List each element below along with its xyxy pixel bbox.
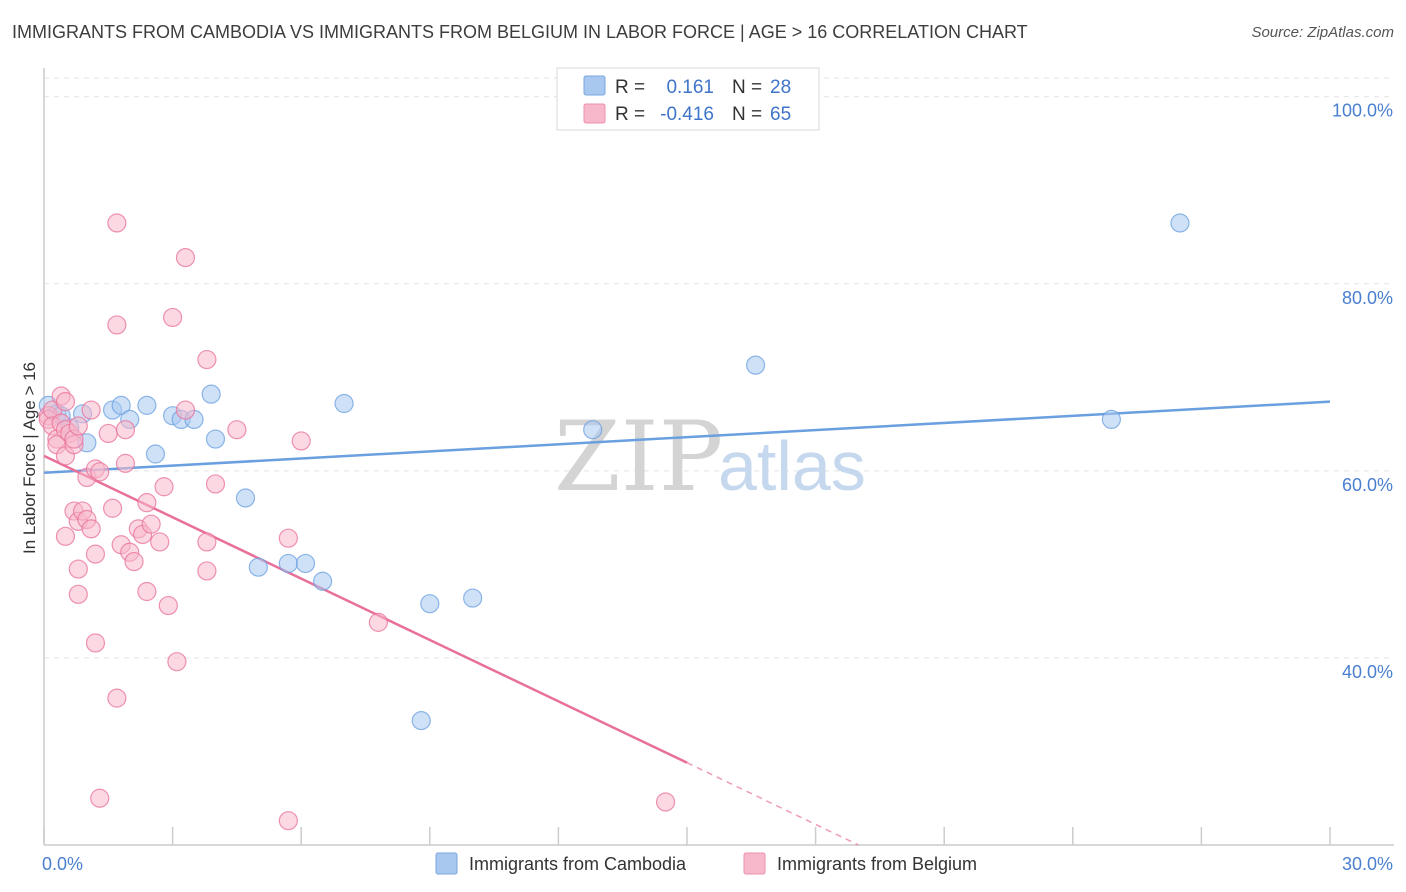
trend-line-extension-belgium [686, 762, 859, 846]
data-point-cambodia [235, 488, 256, 508]
data-point-cambodia [745, 355, 766, 375]
data-point-belgium [197, 349, 217, 370]
data-point-cambodia [137, 395, 157, 415]
data-point-cambodia [411, 710, 431, 731]
data-point-cambodia [145, 444, 166, 464]
data-point-belgium [107, 315, 127, 335]
source-label: Source: ZipAtlas.com [1251, 24, 1394, 41]
data-point-belgium [291, 431, 311, 451]
chart-title: IMMIGRANTS FROM CAMBODIA VS IMMIGRANTS F… [12, 22, 1028, 42]
data-point-belgium [107, 688, 127, 708]
data-point-cambodia [583, 420, 603, 440]
data-point-belgium [167, 652, 187, 672]
data-point-belgium [81, 400, 101, 420]
data-point-belgium [368, 612, 388, 632]
legend-r-label-cambodia: R = [615, 77, 645, 98]
legend-n-label-cambodia: N = [732, 77, 762, 98]
watermark: ZIP atlas [554, 401, 866, 513]
y-tick-label: 60.0% [1342, 475, 1393, 495]
data-point-cambodia [334, 393, 354, 414]
y-tick-label: 80.0% [1342, 288, 1393, 308]
data-point-cambodia [278, 553, 298, 574]
data-point-belgium [197, 532, 217, 552]
data-point-belgium [81, 519, 101, 539]
bottom-legend-label-belgium: Immigrants from Belgium [777, 854, 977, 874]
data-point-cambodia [205, 429, 226, 449]
data-point-belgium [124, 551, 144, 572]
data-point-belgium [68, 416, 88, 436]
data-point-cambodia [295, 553, 316, 574]
data-point-cambodia [313, 571, 333, 591]
legend-n-value-cambodia: 28 [770, 77, 791, 98]
data-point-cambodia [1101, 409, 1121, 430]
data-point-belgium [90, 788, 110, 808]
grid-lines [44, 77, 1394, 659]
data-point-belgium [102, 498, 123, 518]
bottom-legend-swatch-cambodia [435, 852, 458, 875]
legend-r-value-belgium: -0.416 [660, 104, 714, 125]
watermark-zip: ZIP [554, 401, 723, 513]
data-points [38, 213, 1190, 831]
data-point-belgium [68, 559, 88, 579]
watermark-atlas: atlas [718, 427, 866, 505]
data-point-belgium [163, 307, 183, 328]
data-point-belgium [107, 213, 127, 233]
data-point-belgium [98, 423, 118, 444]
bottom-legend-swatch-belgium [743, 852, 766, 875]
data-point-cambodia [201, 384, 221, 404]
data-point-belgium [278, 811, 298, 831]
data-point-belgium [115, 420, 136, 440]
x-tick-label: 0.0% [42, 854, 83, 874]
bottom-legend-label-cambodia: Immigrants from Cambodia [469, 854, 687, 874]
data-point-belgium [175, 400, 196, 420]
data-point-belgium [85, 633, 106, 653]
data-point-belgium [115, 453, 136, 473]
data-point-belgium [55, 526, 76, 546]
data-point-belgium [150, 532, 170, 552]
legend: R = 0.161 N = 28 R = -0.416 N = 65 [556, 67, 820, 131]
data-point-cambodia [248, 557, 268, 577]
data-point-belgium [158, 595, 178, 616]
y-tick-label: 40.0% [1342, 662, 1393, 682]
data-point-belgium [175, 247, 196, 268]
data-point-belgium [141, 514, 161, 534]
data-point-belgium [68, 584, 88, 604]
data-point-belgium [90, 462, 110, 482]
data-point-belgium [205, 474, 226, 494]
data-point-belgium [55, 392, 76, 412]
legend-swatch-belgium [583, 103, 606, 124]
legend-r-label-belgium: R = [615, 104, 645, 125]
y-tick-label: 100.0% [1332, 101, 1393, 121]
x-tick-labels: 0.0% 30.0% [42, 854, 1393, 874]
data-point-belgium [137, 581, 157, 602]
y-tick-labels: 40.0% 60.0% 80.0% 100.0% [1332, 101, 1393, 682]
data-point-cambodia [420, 594, 440, 614]
data-point-belgium [227, 420, 247, 440]
data-point-belgium [85, 544, 106, 564]
y-axis-title: In Labor Force | Age > 16 [20, 362, 39, 554]
data-point-cambodia [463, 588, 483, 608]
data-point-belgium [655, 792, 676, 812]
bottom-legend: Immigrants from Cambodia Immigrants from… [435, 852, 977, 875]
data-point-belgium [278, 528, 298, 548]
data-point-cambodia [1170, 213, 1190, 233]
legend-n-label-belgium: N = [732, 104, 762, 125]
data-point-cambodia [111, 395, 131, 415]
x-tick-label: 30.0% [1342, 854, 1393, 874]
data-point-belgium [197, 561, 217, 581]
legend-swatch-cambodia [583, 75, 606, 96]
data-point-belgium [154, 477, 174, 497]
legend-r-value-cambodia: 0.161 [666, 77, 714, 98]
data-point-belgium [137, 493, 157, 513]
legend-n-value-belgium: 65 [770, 104, 791, 125]
